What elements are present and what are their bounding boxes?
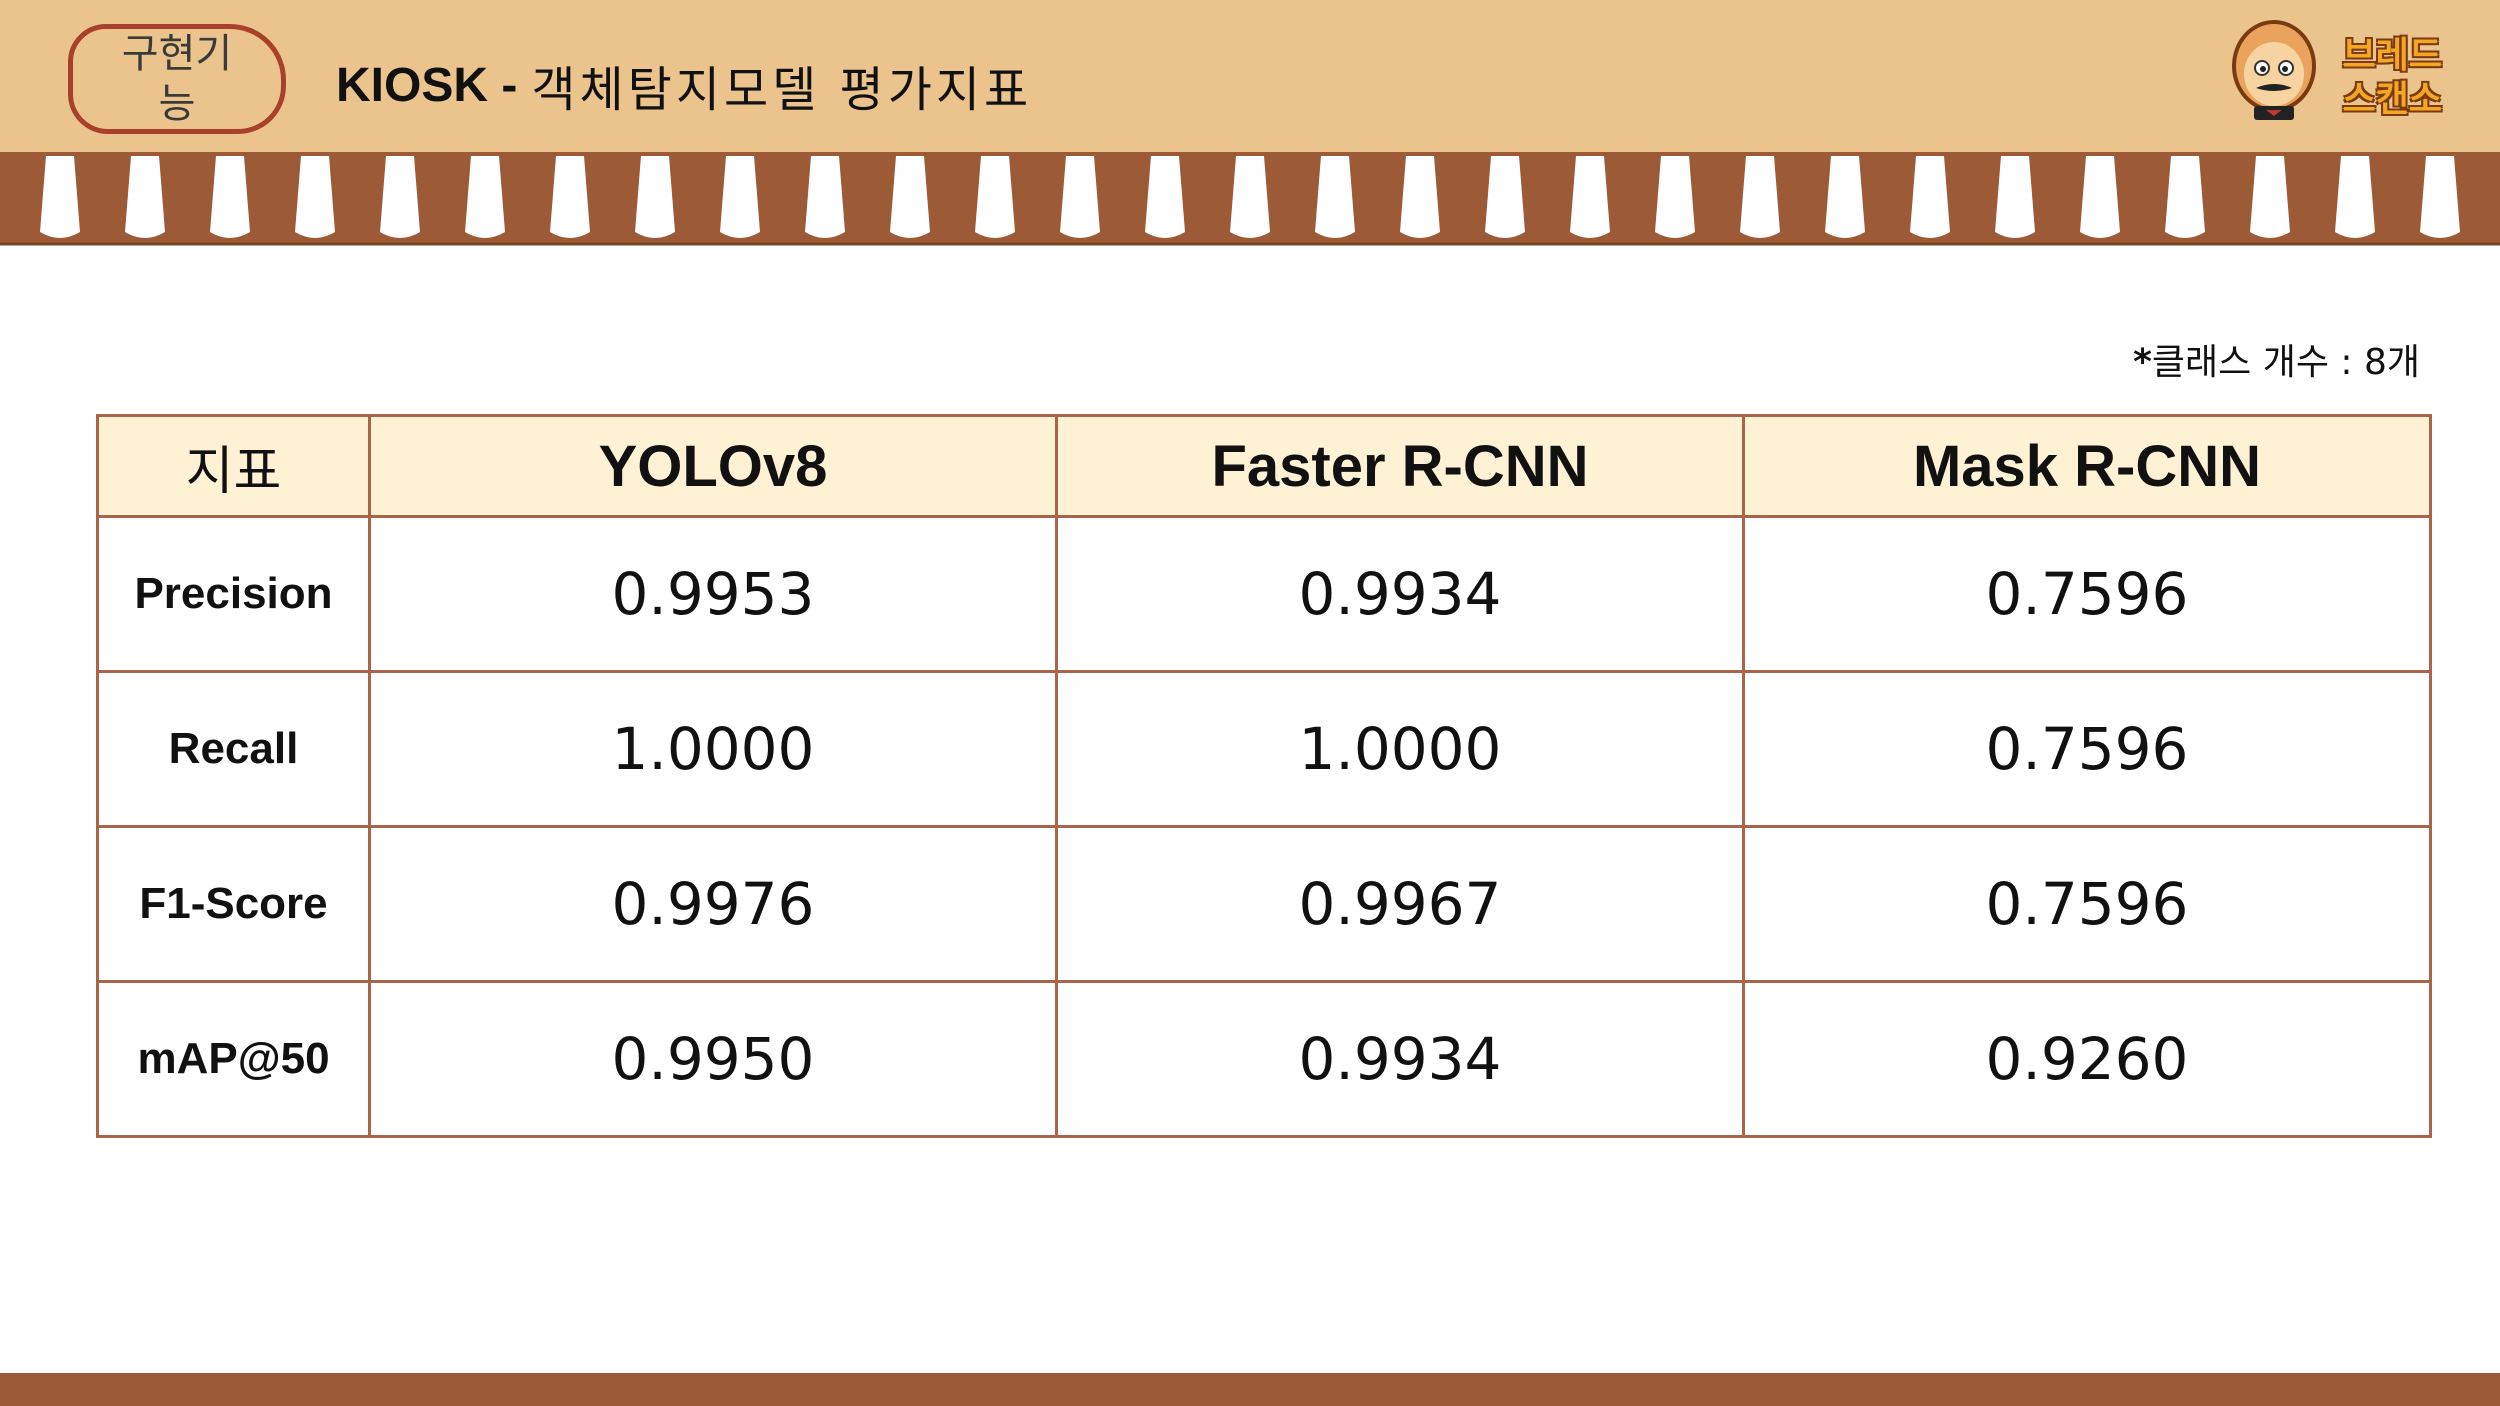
column-header-yolov8: YOLOv8 [368,414,1058,518]
awning-stripe [465,156,505,238]
page-title-main: 객체탐지모델 평가지표 [531,62,1033,118]
table-cell: 0.7596 [1742,825,2432,983]
table-cell: 0.9953 [368,515,1058,673]
page-title: KIOSK - 객체탐지모델 평가지표 [336,50,1032,120]
awning-stripe [1995,156,2035,238]
awning-stripe [1145,156,1185,238]
table-cell: 0.9260 [1742,980,2432,1138]
awning-stripe [720,156,760,238]
row-label-map50: mAP@50 [96,980,371,1138]
table-header-row: 지표 YOLOv8 Faster R-CNN Mask R-CNN [96,414,2432,518]
awning-stripe [890,156,930,238]
awning-stripe [1060,156,1100,238]
footer-bar [0,1373,2500,1406]
awning-stripe [1485,156,1525,238]
awning-stripe [1570,156,1610,238]
bread-mascot-icon [2232,20,2316,120]
brand-logo: 브레드 스캔소 [2226,14,2476,124]
row-label-f1-score: F1-Score [96,825,371,983]
awning-stripe [2250,156,2290,238]
table-cell: 0.9950 [368,980,1058,1138]
row-label-precision: Precision [96,515,371,673]
awning-stripe [975,156,1015,238]
awning-stripe [1825,156,1865,238]
awning-stripe [2080,156,2120,238]
awning-stripe [295,156,335,238]
awning-stripe [1740,156,1780,238]
awning-stripe [380,156,420,238]
table-cell: 0.7596 [1742,515,2432,673]
awning-stripe [1910,156,1950,238]
awning-stripe [550,156,590,238]
awning-stripe [2335,156,2375,238]
table-cell: 0.9967 [1055,825,1745,983]
table-cell: 0.9976 [368,825,1058,983]
column-header-metric: 지표 [96,414,371,518]
column-header-mask-rcnn: Mask R-CNN [1742,414,2432,518]
awning-stripe [1400,156,1440,238]
awning-stripe [125,156,165,238]
awning-stripes [0,152,2500,246]
row-label-recall: Recall [96,670,371,828]
awning-stripe [210,156,250,238]
awning-stripe [805,156,845,238]
awning-stripe [2165,156,2205,238]
column-header-faster-rcnn: Faster R-CNN [1055,414,1745,518]
awning-stripe [1230,156,1270,238]
table-cell: 0.9934 [1055,515,1745,673]
table-cell: 1.0000 [368,670,1058,828]
awning-stripe [1655,156,1695,238]
class-count-note: *클래스 개수 : 8개 [2133,338,2420,388]
awning-stripe [635,156,675,238]
table-cell: 0.9934 [1055,980,1745,1138]
table-row: F1-Score 0.9976 0.9967 0.7596 [96,825,2432,983]
note-text: 클래스 개수 : 8개 [2151,342,2420,383]
table-row: mAP@50 0.9950 0.9934 0.9260 [96,980,2432,1138]
table-row: Recall 1.0000 1.0000 0.7596 [96,670,2432,828]
table-cell: 0.7596 [1742,670,2432,828]
page-title-prefix: KIOSK - [336,58,518,112]
awning-stripe [40,156,80,238]
table-cell: 1.0000 [1055,670,1745,828]
metrics-table: 지표 YOLOv8 Faster R-CNN Mask R-CNN Precis… [96,414,2432,1138]
header-bar: 구현기능 KIOSK - 객체탐지모델 평가지표 브레드 스캔소 [0,0,2500,154]
note-asterisk: * [2133,342,2152,383]
table-row: Precision 0.9953 0.9934 0.7596 [96,515,2432,673]
brand-logo-text: 브레드 스캔소 [2343,34,2442,122]
awning-stripe [1315,156,1355,238]
awning-stripe [2420,156,2460,238]
brand-logo-line1: 브레드 [2342,35,2442,76]
brand-logo-line2: 스캔소 [2342,79,2442,120]
section-badge: 구현기능 [68,24,286,134]
